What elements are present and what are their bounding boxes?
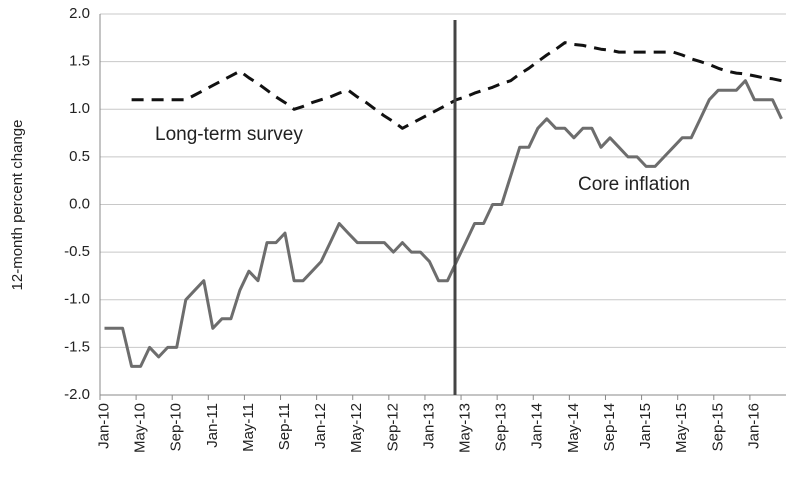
x-tick-label: Sep-15 [709,403,726,451]
x-tick-label: Jan-16 [745,403,762,449]
series-line [131,41,782,130]
y-tick-label: 0.5 [69,148,90,165]
x-tick-label: Sep-14 [601,403,618,451]
y-tick-label: -1.0 [64,291,90,308]
y-tick-label: -0.5 [64,243,90,260]
y-tick-label: 2.0 [69,5,90,22]
x-tick-label: May-11 [240,403,257,452]
x-tick-label: Jan-11 [204,403,221,448]
annotation: Core inflation [578,174,690,195]
y-tick-label: 1.0 [69,100,90,117]
series-line [104,79,783,368]
x-tick-label: May-14 [565,403,582,453]
y-tick-label: 1.5 [69,53,90,70]
x-tick-label: Sep-10 [168,403,185,451]
x-tick-label: May-15 [673,403,690,453]
x-tick-label: Jan-10 [95,403,112,449]
y-tick-label: -1.5 [64,338,90,355]
x-tick-label: May-13 [457,403,474,453]
y-tick-label: 0.0 [69,195,90,212]
x-tick-label: Sep-13 [493,403,510,451]
x-tick-label: Jan-14 [529,403,546,449]
y-tick-label: -2.0 [64,386,90,403]
x-tick-label: Jan-13 [420,403,437,449]
annotation: Long-term survey [155,124,303,145]
x-tick-label: Jan-12 [312,403,329,449]
x-tick-label: Jan-15 [637,403,654,449]
x-tick-label: May-12 [348,403,365,453]
y-axis-label: 12-month percent change [9,120,26,291]
x-tick-label: Sep-12 [384,403,401,451]
x-tick-label: Sep-11 [276,403,293,450]
x-tick-label: May-10 [132,403,149,453]
